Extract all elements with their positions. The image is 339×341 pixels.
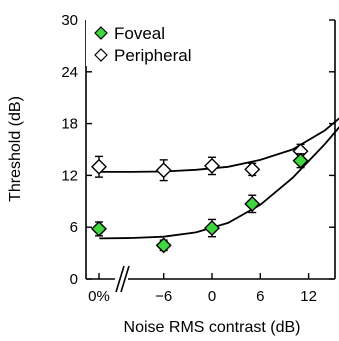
data-points [91, 143, 309, 254]
y-tick-label: 24 [61, 64, 78, 81]
y-tick-label: 18 [61, 116, 78, 133]
x-axis-ticks: 0% −6 0 6 12 [88, 273, 317, 305]
legend-marker-peripheral [94, 48, 108, 62]
point-peripheral [91, 158, 107, 175]
point-peripheral [204, 157, 220, 174]
point-foveal [91, 220, 107, 237]
y-axis-ticks: 0 6 12 18 24 30 [61, 12, 335, 288]
y-tick-label: 12 [61, 167, 78, 184]
axis-break-mark [115, 265, 125, 293]
fit-curve-peripheral [99, 117, 339, 173]
fit-curve-foveal [99, 126, 339, 240]
fit-curves [99, 117, 339, 240]
legend-label-foveal: Foveal [114, 24, 165, 43]
point-peripheral [244, 161, 261, 178]
x-tick-label: 0% [88, 288, 110, 305]
legend-marker-foveal [94, 26, 108, 40]
legend-label-peripheral: Peripheral [114, 46, 192, 65]
point-foveal [204, 220, 220, 237]
x-axis-label: Noise RMS contrast (dB) [124, 319, 301, 336]
y-tick-label: 0 [70, 271, 78, 288]
point-foveal [155, 237, 172, 254]
x-tick-label: 0 [208, 288, 216, 305]
legend: Foveal Peripheral [86, 14, 229, 66]
x-tick-label: −6 [155, 288, 172, 305]
point-foveal [244, 195, 261, 212]
y-tick-label: 30 [61, 12, 78, 29]
axis-break-mark [120, 265, 130, 293]
y-axis-label: Threshold (dB) [7, 96, 24, 202]
point-peripheral [155, 162, 172, 179]
x-tick-label: 6 [256, 288, 264, 305]
y-tick-label: 6 [70, 219, 78, 236]
plot-frame [85, 20, 336, 293]
point-foveal [292, 152, 309, 169]
x-tick-label: 12 [300, 288, 317, 305]
